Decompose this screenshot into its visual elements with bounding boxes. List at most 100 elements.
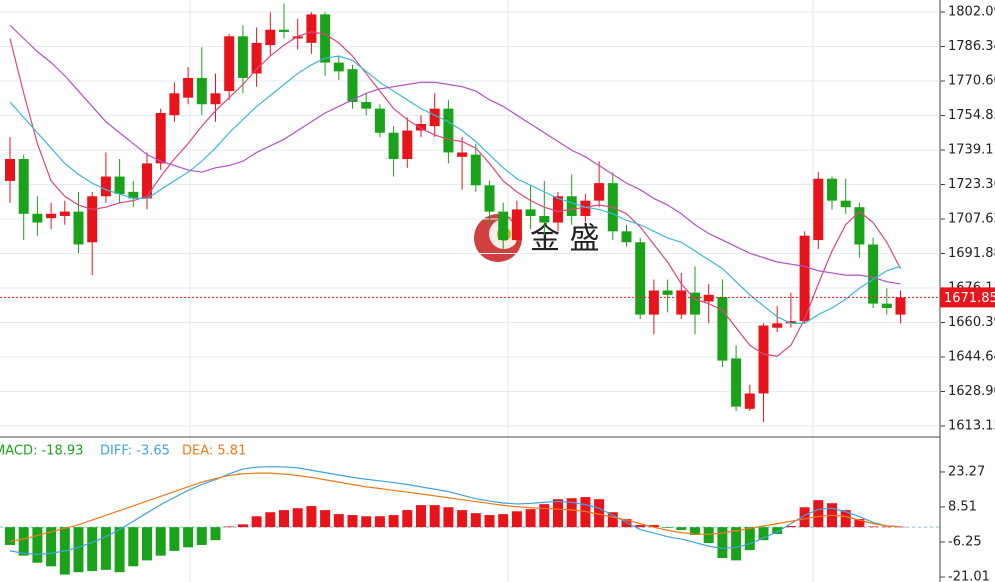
candle-body xyxy=(196,77,207,105)
candle-body xyxy=(840,200,851,208)
macd-bar xyxy=(306,506,317,528)
macd-bar xyxy=(429,505,440,528)
macd-bar xyxy=(799,507,810,528)
macd-bar xyxy=(114,527,125,573)
candle-body xyxy=(635,242,646,315)
macd-bar xyxy=(553,499,563,528)
macd-bar xyxy=(388,515,399,528)
y-tick-label: 1660.39 xyxy=(948,315,995,330)
y-tick-label: 1786.34 xyxy=(948,39,995,54)
macd-bar xyxy=(196,527,207,545)
y-tick-label: 1754.85 xyxy=(948,108,995,123)
diff-line xyxy=(9,466,901,556)
macd-bar xyxy=(840,510,851,528)
macd-bar xyxy=(100,527,111,570)
candle-body xyxy=(868,244,879,304)
macd-bar xyxy=(498,514,509,528)
moving-average xyxy=(9,55,901,324)
watermark-text: 金 盛 xyxy=(530,222,600,257)
candle-body xyxy=(73,211,84,245)
macd-bar xyxy=(87,527,98,572)
candle-body xyxy=(59,211,70,216)
candle-body xyxy=(128,191,139,199)
indicator-label: DEA: 5.81 xyxy=(182,444,246,459)
y-tick-label: 1628.90 xyxy=(948,384,995,399)
candle-body xyxy=(183,77,194,98)
watermark: 金 盛 xyxy=(474,214,600,262)
macd-bar xyxy=(635,525,646,528)
candle-body xyxy=(717,297,728,361)
candle-body xyxy=(87,196,98,243)
macd-bar xyxy=(347,515,358,528)
macd-bar xyxy=(142,527,152,561)
last-price-box xyxy=(940,287,995,308)
last-price-label: 1671.85 xyxy=(944,291,995,306)
candle-body xyxy=(374,108,385,133)
macd-bar xyxy=(744,527,755,551)
macd-bar xyxy=(854,519,865,528)
candle-body xyxy=(580,200,591,216)
y-tick-label: 1723.36 xyxy=(948,177,995,192)
macd-bar xyxy=(511,511,522,528)
y-tick-label: -6.25 xyxy=(948,534,982,549)
candle-body xyxy=(511,209,522,241)
candle-body xyxy=(785,321,796,324)
y-tick-label: 8.51 xyxy=(948,499,977,514)
indicator-label: DIFF: -3.65 xyxy=(100,444,170,459)
macd-bar xyxy=(46,527,57,567)
candle-body xyxy=(690,292,700,315)
macd-bar xyxy=(155,527,166,556)
y-tick-label: 1691.88 xyxy=(948,246,995,261)
y-tick-label: 1739.11 xyxy=(948,143,995,158)
macd-bar xyxy=(210,527,221,541)
candle-body xyxy=(854,207,865,245)
y-tick-label: 1707.62 xyxy=(948,212,995,227)
candle-body xyxy=(484,185,495,212)
macd-bar xyxy=(594,499,605,528)
candle-body xyxy=(457,152,468,157)
candle-body xyxy=(100,176,111,197)
candle-body xyxy=(46,213,57,219)
candle-body xyxy=(333,62,344,72)
candle-body xyxy=(142,163,152,199)
candle-body xyxy=(210,93,221,105)
candle-body xyxy=(347,69,358,103)
candle-body xyxy=(881,303,892,309)
macd-bar xyxy=(525,509,536,528)
candle-body xyxy=(553,196,563,223)
moving-average xyxy=(9,31,902,357)
macd-bar xyxy=(292,508,303,528)
macd-bar xyxy=(128,527,139,567)
macd-bar xyxy=(402,510,413,528)
candle-body xyxy=(744,393,755,409)
macd-bar xyxy=(224,526,235,528)
candle-body xyxy=(895,297,906,315)
macd-bar xyxy=(566,498,577,528)
candle-body xyxy=(539,215,550,223)
y-tick-label: 1644.64 xyxy=(948,350,995,365)
candle-body xyxy=(155,112,166,164)
macd-bar xyxy=(758,527,769,541)
candle-body xyxy=(224,36,235,92)
dea-line xyxy=(9,472,901,542)
macd-bar xyxy=(443,507,454,528)
macd-bar xyxy=(73,527,84,573)
macd-bar xyxy=(717,527,728,558)
candle-body xyxy=(32,213,43,223)
macd-bar xyxy=(5,527,15,545)
macd-bar xyxy=(868,526,879,528)
macd-bar xyxy=(539,504,550,528)
candle-body xyxy=(758,325,769,394)
candle-body xyxy=(306,14,317,43)
candle-body xyxy=(813,178,824,241)
indicator-label: MACD: -18.93 xyxy=(0,444,83,459)
macd-bar xyxy=(484,515,495,528)
candle-body xyxy=(402,130,413,160)
y-tick-label: 1613.15 xyxy=(948,419,995,434)
macd-bar xyxy=(32,527,43,563)
macd-bar xyxy=(621,519,632,528)
y-tick-label: -21.01 xyxy=(948,569,990,582)
candle-body xyxy=(18,159,29,214)
macd-bar xyxy=(813,500,824,528)
